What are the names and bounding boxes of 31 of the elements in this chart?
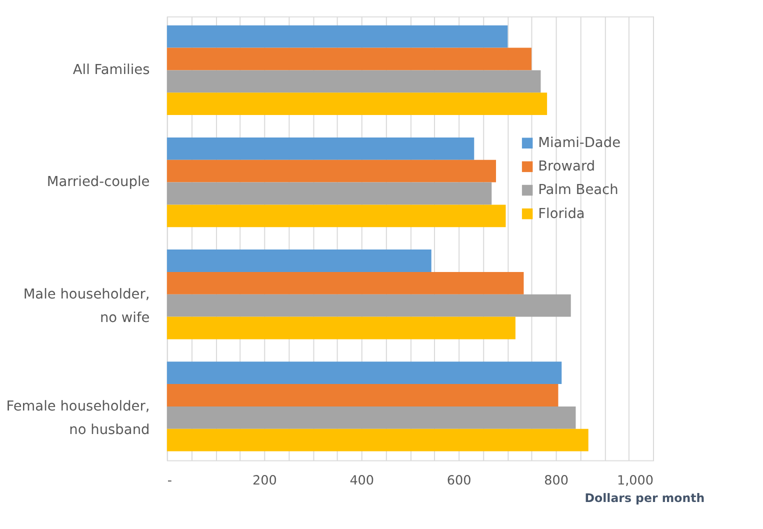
bar xyxy=(166,204,506,228)
bar xyxy=(166,362,562,384)
y-tick-label: All Families xyxy=(72,62,150,78)
x-tick-label: 800 xyxy=(544,473,568,488)
bar xyxy=(166,406,576,429)
bar xyxy=(166,250,432,272)
legend-label: Miami-Dade xyxy=(538,135,621,152)
bar xyxy=(166,137,474,160)
x-tick-label: 400 xyxy=(350,473,374,488)
y-tick-label: Male householder, no wife xyxy=(23,286,150,326)
bar xyxy=(166,384,558,406)
bar xyxy=(166,272,524,294)
bar xyxy=(166,70,541,93)
bar xyxy=(166,92,548,116)
x-tick-label: 600 xyxy=(446,473,472,488)
y-tick-label: Married-couple xyxy=(46,174,150,190)
legend-label: Florida xyxy=(538,206,585,222)
bar xyxy=(166,25,508,48)
x-tick-label: 200 xyxy=(252,473,277,488)
bar xyxy=(166,182,492,205)
legend-label: Palm Beach xyxy=(538,182,618,198)
bar xyxy=(166,48,532,70)
bar xyxy=(166,294,571,317)
bar xyxy=(166,160,496,182)
x-tick-label: 1,000 xyxy=(616,473,654,488)
y-tick-label: Female householder, no husband xyxy=(6,398,150,438)
x-tick-label: - xyxy=(167,473,172,488)
x-axis-title: Dollars per month xyxy=(584,490,705,505)
legend-label: Broward xyxy=(538,158,596,175)
bar xyxy=(166,316,516,340)
bar xyxy=(166,428,588,452)
